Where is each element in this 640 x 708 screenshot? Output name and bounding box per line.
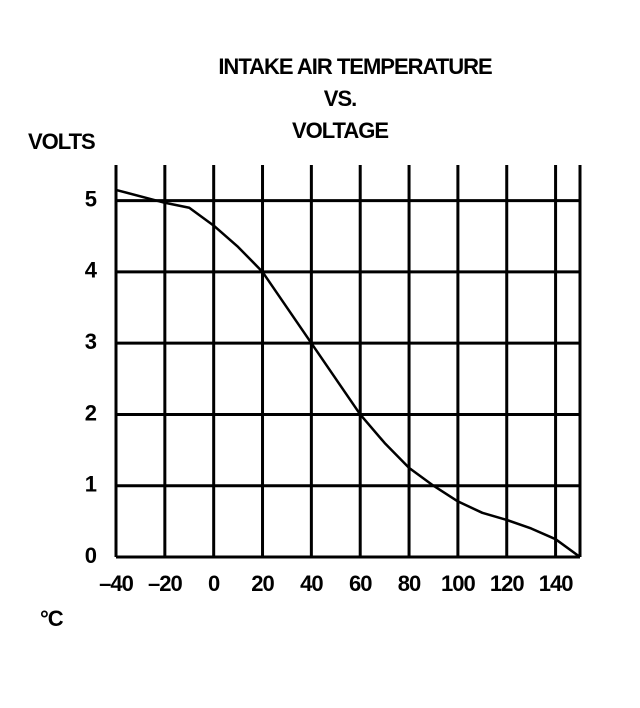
x-tick-label: 40 xyxy=(300,571,323,596)
x-tick-label: –40 xyxy=(99,571,133,596)
y-tick-label: 0 xyxy=(85,543,97,568)
chart-title: VOLTAGE xyxy=(292,118,388,143)
x-axis-label: °C xyxy=(40,606,64,631)
x-tick-label: 80 xyxy=(398,571,421,596)
x-tick-label: 60 xyxy=(349,571,372,596)
x-tick-label: 120 xyxy=(490,571,524,596)
y-axis-label: VOLTS xyxy=(28,129,95,154)
y-tick-label: 4 xyxy=(85,258,98,283)
y-tick-label: 5 xyxy=(85,186,97,211)
chart-title: INTAKE AIR TEMPERATURE xyxy=(218,54,492,79)
x-tick-label: 140 xyxy=(539,571,573,596)
chart-title: VS. xyxy=(324,86,356,111)
x-tick-label: –20 xyxy=(148,571,182,596)
x-tick-label: 0 xyxy=(208,571,220,596)
line xyxy=(115,188,581,559)
y-tick-label: 2 xyxy=(85,400,97,425)
x-tick-label: 100 xyxy=(441,571,475,596)
y-tick-label: 3 xyxy=(85,329,97,354)
x-tick-label: 20 xyxy=(251,571,274,596)
y-tick-label: 1 xyxy=(85,472,97,497)
